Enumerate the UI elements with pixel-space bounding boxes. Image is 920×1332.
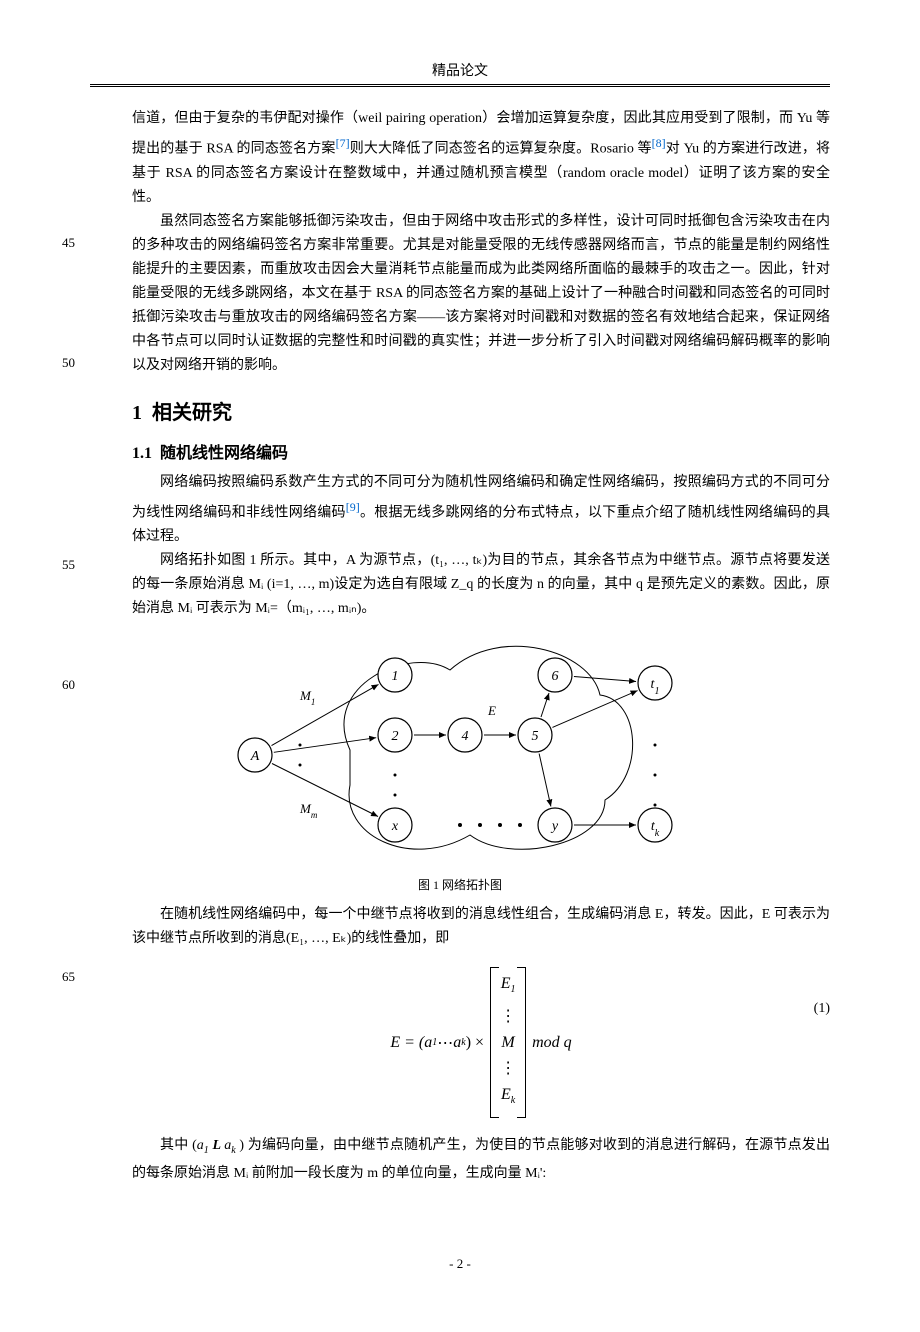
eq-matrix: E1 ⋮ M ⋮ Ek	[490, 971, 526, 1113]
svg-text:4: 4	[462, 729, 469, 744]
page-number: - 2 -	[90, 1256, 830, 1272]
svg-text:A: A	[250, 749, 260, 764]
line-number: 60	[62, 677, 75, 693]
line-number: 65	[62, 969, 75, 985]
svg-text:Mm: Mm	[299, 801, 318, 820]
eq-ak: a	[453, 1034, 461, 1052]
svg-text:2: 2	[392, 729, 399, 744]
eq-lhs: E = (	[390, 1034, 424, 1052]
svg-text:6: 6	[552, 669, 559, 684]
line-number: 45	[62, 235, 75, 251]
line-number: 55	[62, 557, 75, 573]
eq-matrix-bot-sub: k	[511, 1095, 515, 1106]
p6-L: L	[209, 1138, 224, 1153]
svg-text:E: E	[487, 703, 496, 718]
h1-number: 1	[132, 402, 142, 424]
network-topology-svg: A12x456yt1tkM1MmE	[200, 635, 720, 865]
eq-matrix-bot: E	[501, 1086, 511, 1103]
paragraph-1: 信道，但由于复杂的韦伊配对操作（weil pairing operation）会…	[132, 107, 830, 210]
paragraph-3: 网络编码按照编码系数产生方式的不同可分为随机性网络编码和确定性网络编码，按照编码…	[132, 471, 830, 550]
eq-rhs1: ) ×	[466, 1034, 484, 1052]
eq-mod: mod q	[532, 1034, 572, 1052]
svg-text:5: 5	[532, 729, 539, 744]
heading-1-1: 1.1 随机线性网络编码	[132, 439, 830, 463]
paragraph-4: 网络拓扑如图 1 所示。其中，A 为源节点，(t₁, …, tₖ)为目的节点，其…	[132, 549, 830, 621]
citation-9: [9]	[346, 500, 360, 514]
paragraph-5: 在随机线性网络编码中，每一个中继节点将收到的消息线性组合，生成编码消息 E，转发…	[132, 903, 830, 951]
citation-8: [8]	[652, 136, 666, 150]
line-number: 50	[62, 355, 75, 371]
eq-matrix-top: E	[501, 975, 511, 992]
p1-seg2: 则大大降低了同态签名的运算复杂度。Rosario 等	[350, 142, 652, 157]
svg-text:x: x	[391, 819, 399, 834]
equation-number: (1)	[814, 1001, 830, 1017]
page-header: 精品论文	[90, 60, 830, 87]
p6-seg2: ) 为编码向量，由中继节点随机产生，为使目的节点能够对收到的消息进行解码，在源节…	[132, 1138, 830, 1182]
h2-title: 随机线性网络编码	[160, 445, 288, 462]
h2-number: 1.1	[132, 445, 152, 462]
eq-dots: ⋯	[437, 1033, 453, 1053]
h1-title: 相关研究	[152, 402, 232, 424]
eq-matrix-mid: M	[501, 1030, 514, 1056]
paragraph-2: 虽然同态签名方案能够抵御污染攻击，但由于网络中攻击形式的多样性，设计可同时抵御包…	[132, 210, 830, 378]
equation-1: E = ( a 1 ⋯ a k ) × E1 ⋮ M ⋮ Ek mod q (1)	[132, 971, 830, 1113]
paragraph-6: 其中 (a1 L ak ) 为编码向量，由中继节点随机产生，为使目的节点能够对收…	[132, 1134, 830, 1187]
citation-7: [7]	[336, 136, 350, 150]
eq-a1: a	[424, 1034, 432, 1052]
svg-text:y: y	[550, 819, 559, 834]
p6-seg1: 其中 (	[160, 1138, 197, 1153]
heading-1: 1 相关研究	[132, 396, 830, 425]
p6-a1: a	[197, 1138, 204, 1153]
figure-1-caption: 图 1 网络拓扑图	[90, 876, 830, 893]
svg-text:1: 1	[392, 669, 399, 684]
svg-text:M1: M1	[299, 688, 315, 707]
figure-1: A12x456yt1tkM1MmE	[90, 635, 830, 870]
eq-matrix-top-sub: 1	[510, 985, 515, 996]
